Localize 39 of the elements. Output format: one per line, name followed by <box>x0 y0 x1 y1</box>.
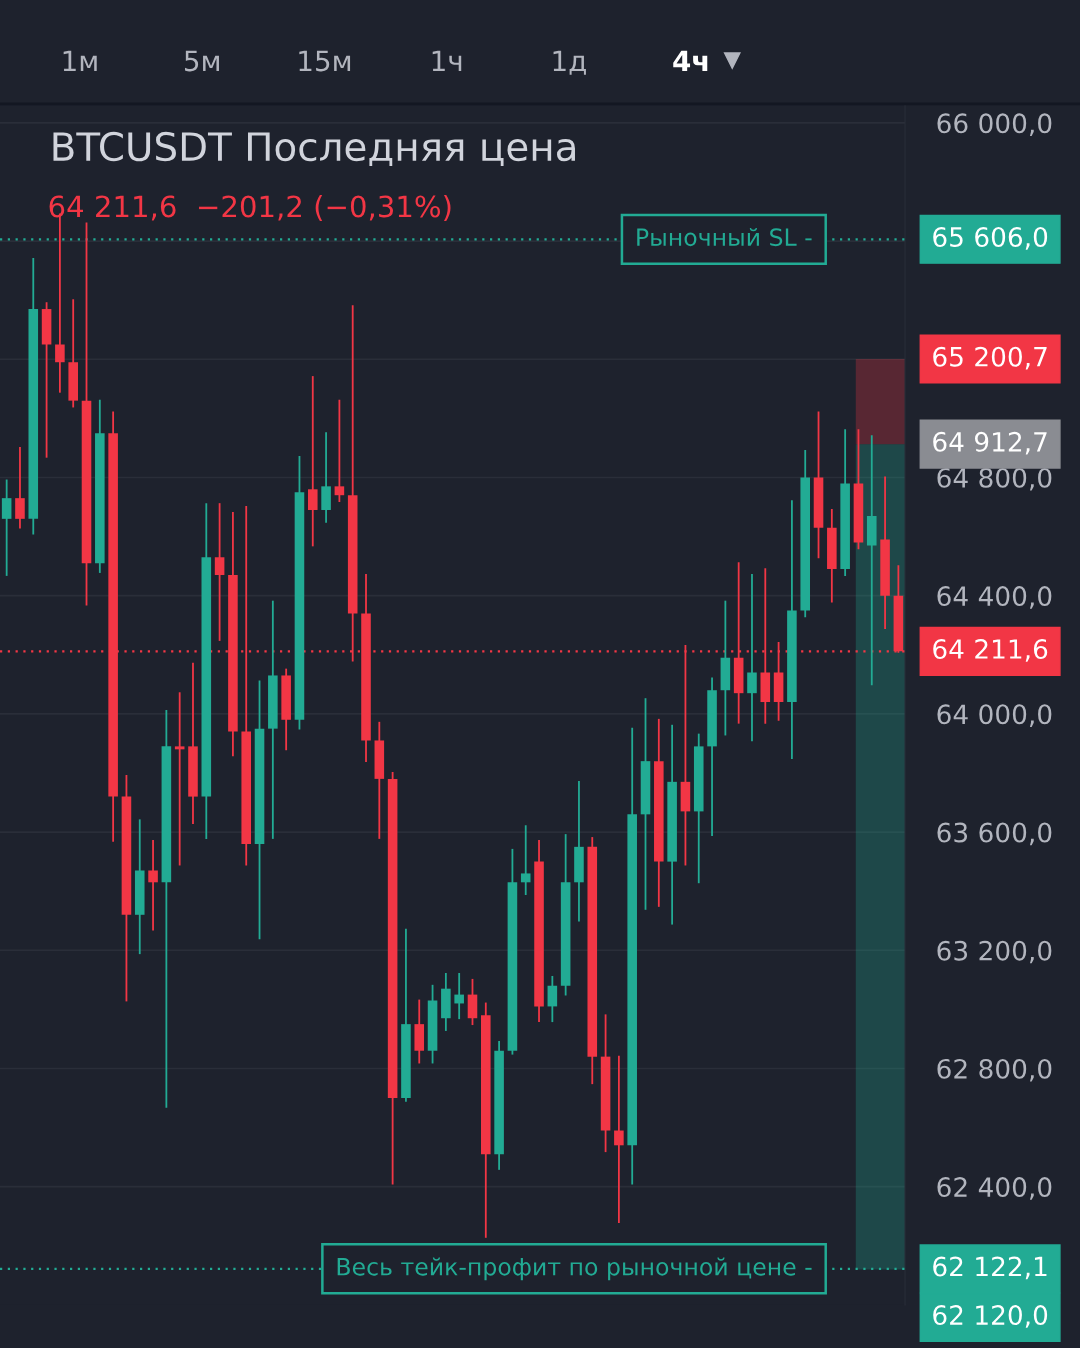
y-tick-label: 64 400,0 <box>937 586 1052 609</box>
candlestick <box>614 1055 624 1224</box>
y-tick-label: 63 600,0 <box>937 822 1052 846</box>
candlestick <box>148 840 158 931</box>
annotation: Рыночный SL - <box>637 227 812 247</box>
text: 5м <box>185 50 219 72</box>
text: 1д <box>553 50 586 75</box>
y-tick-label: 62 400,0 <box>937 1177 1052 1200</box>
candlestick <box>214 503 225 641</box>
candlestick <box>1 479 12 576</box>
candlestick <box>454 973 464 1020</box>
candlestick <box>15 447 25 529</box>
y-tick-label: 64 800,0 <box>937 467 1052 491</box>
candlestick <box>321 432 331 523</box>
ref-line-label: 64 211,6 <box>933 639 1048 662</box>
text: 4ч <box>673 50 708 72</box>
text: BTCUSDT Последняя цена <box>53 131 575 167</box>
y-tick-label: 62 800,0 <box>937 1058 1052 1082</box>
candlestick <box>307 376 318 547</box>
band-label: 65 200,7 <box>933 346 1047 370</box>
candlestick <box>467 978 478 1026</box>
text: 1м <box>63 50 97 72</box>
y-tick-label: 63 200,0 <box>937 940 1052 964</box>
candlestick <box>334 399 345 503</box>
text: 1ч <box>432 50 462 72</box>
candlestick <box>747 574 757 742</box>
y-tick-label: 64 000,0 <box>937 704 1052 727</box>
text: 15м <box>299 50 351 72</box>
candlestick <box>174 692 185 866</box>
ref-line-label: 65 606,0 <box>933 227 1048 250</box>
candlestick <box>866 435 877 686</box>
y-tick-label: 66 000,0 <box>937 113 1052 136</box>
annotation: Весь тейк-профит по рыночной цене - <box>337 1257 812 1281</box>
band-label: 62 120,0 <box>933 1305 1048 1328</box>
ref-line-label: 62 122,1 <box>933 1256 1047 1280</box>
candlestick <box>547 975 558 1023</box>
candlestick <box>520 825 531 896</box>
text: 64 211,6 −201,2 (−0,31%) <box>49 194 451 221</box>
text: 64 912,7 <box>933 431 1047 455</box>
